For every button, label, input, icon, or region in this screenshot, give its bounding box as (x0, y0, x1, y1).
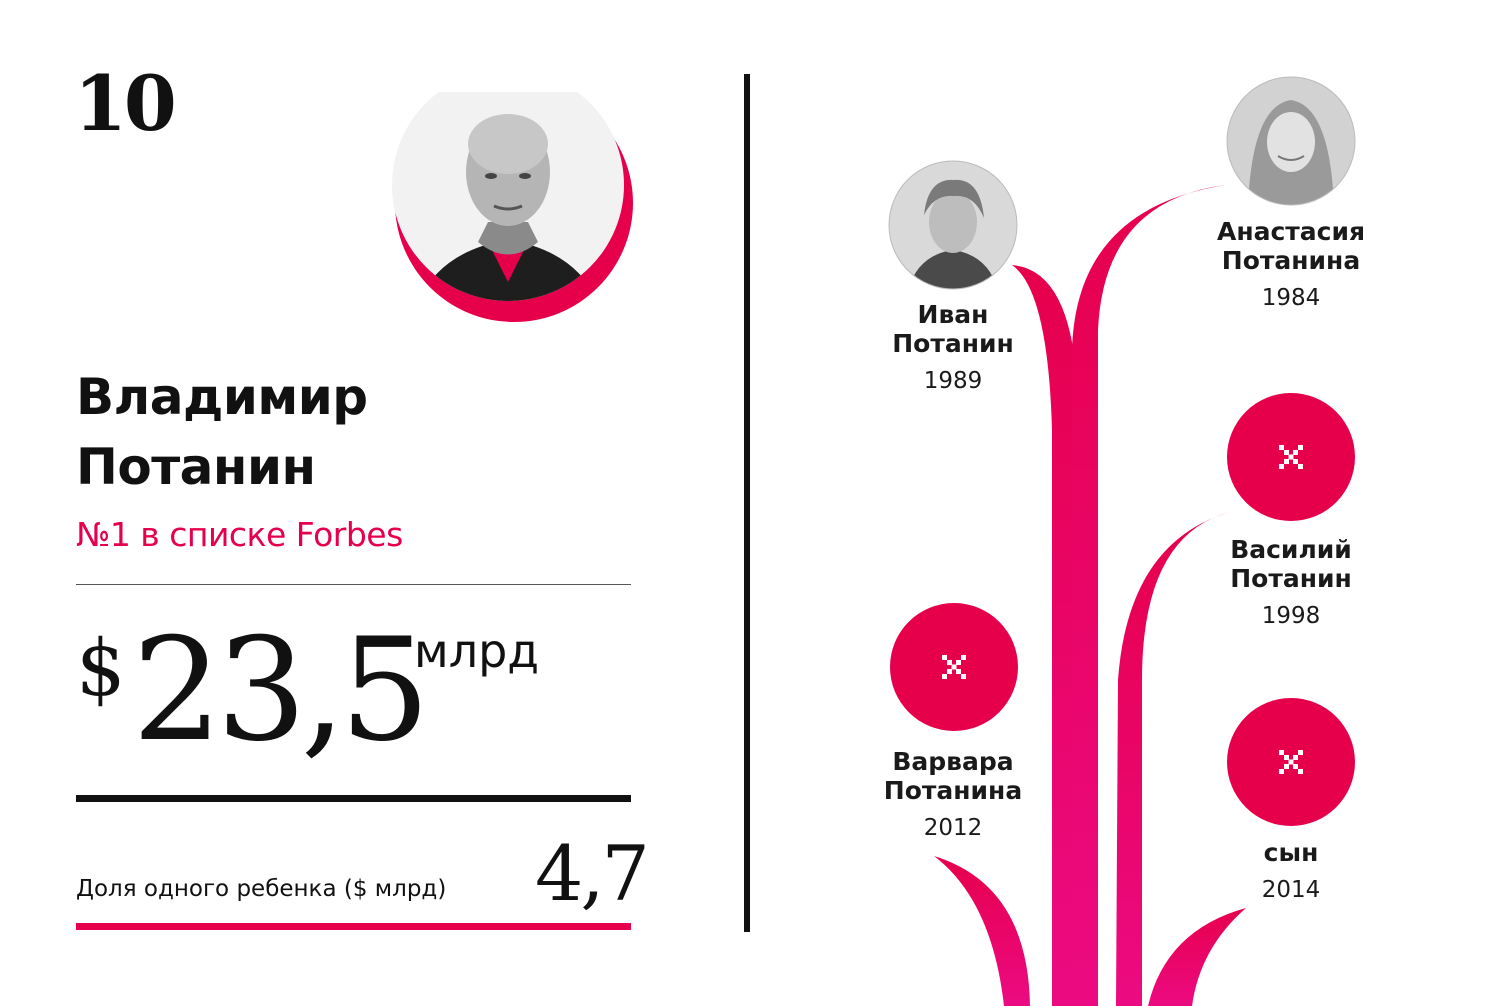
child-birth-year: 1998 (1261, 603, 1321, 629)
billionaire-portrait (392, 92, 633, 322)
billionaire-name: Владимир Потанин (76, 362, 368, 502)
child-name-last: Потанин (892, 329, 1014, 358)
child-name-first: Иван (917, 300, 989, 329)
child-share-value: 4,7 (535, 829, 650, 918)
accent-divider (76, 923, 631, 930)
name-first: Владимир (76, 368, 368, 426)
child-vasily: Василий Потанин 1998 (1196, 535, 1386, 629)
branch-vasily (1116, 512, 1230, 1006)
child-name-first: Варвара (892, 747, 1014, 776)
thick-divider (76, 795, 631, 802)
child-photo-ivan (888, 160, 1018, 290)
branch-anastasia (1072, 185, 1226, 1006)
placeholder-icon (1279, 750, 1303, 774)
child-photo-vasily (1227, 393, 1355, 521)
branch-son (1148, 908, 1246, 1006)
name-last: Потанин (76, 438, 316, 496)
child-ivan: Иван Потанин 1989 (858, 300, 1048, 394)
rank-number: 10 (74, 59, 177, 148)
currency-symbol: $ (76, 624, 126, 714)
child-name-last: Потанин (1230, 564, 1352, 593)
branch-varvara (934, 856, 1030, 1006)
child-birth-year: 2012 (923, 815, 983, 841)
child-name-first: Василий (1230, 535, 1352, 564)
child-varvara: Варвара Потанина 2012 (858, 747, 1048, 841)
child-name-last: Потанина (883, 776, 1023, 805)
child-birth-year: 1989 (923, 368, 983, 394)
branch-ivan (1012, 265, 1078, 1006)
child-photo-anastasia (1226, 76, 1356, 206)
family-tree-branches (934, 185, 1246, 1006)
net-worth-unit: млрд (414, 624, 540, 678)
forbes-rank-note: №1 в списке Forbes (76, 515, 403, 554)
child-name-last: Потанина (1221, 246, 1361, 275)
placeholder-icon (1279, 445, 1303, 469)
child-share-label: Доля одного ребенка ($ млрд) (76, 876, 447, 902)
placeholder-icon (942, 655, 966, 679)
child-photo-son (1227, 698, 1355, 826)
vertical-divider (744, 74, 750, 932)
net-worth-value: 23,5 (132, 608, 430, 773)
child-photo-varvara (890, 603, 1018, 731)
child-anastasia: Анастасия Потанина 1984 (1196, 217, 1386, 311)
child-son: сын 2014 (1196, 838, 1386, 903)
child-birth-year: 2014 (1261, 877, 1321, 903)
child-name-first: сын (1263, 838, 1319, 867)
child-name-first: Анастасия (1216, 217, 1366, 246)
child-birth-year: 1984 (1261, 285, 1321, 311)
thin-divider (76, 584, 631, 585)
